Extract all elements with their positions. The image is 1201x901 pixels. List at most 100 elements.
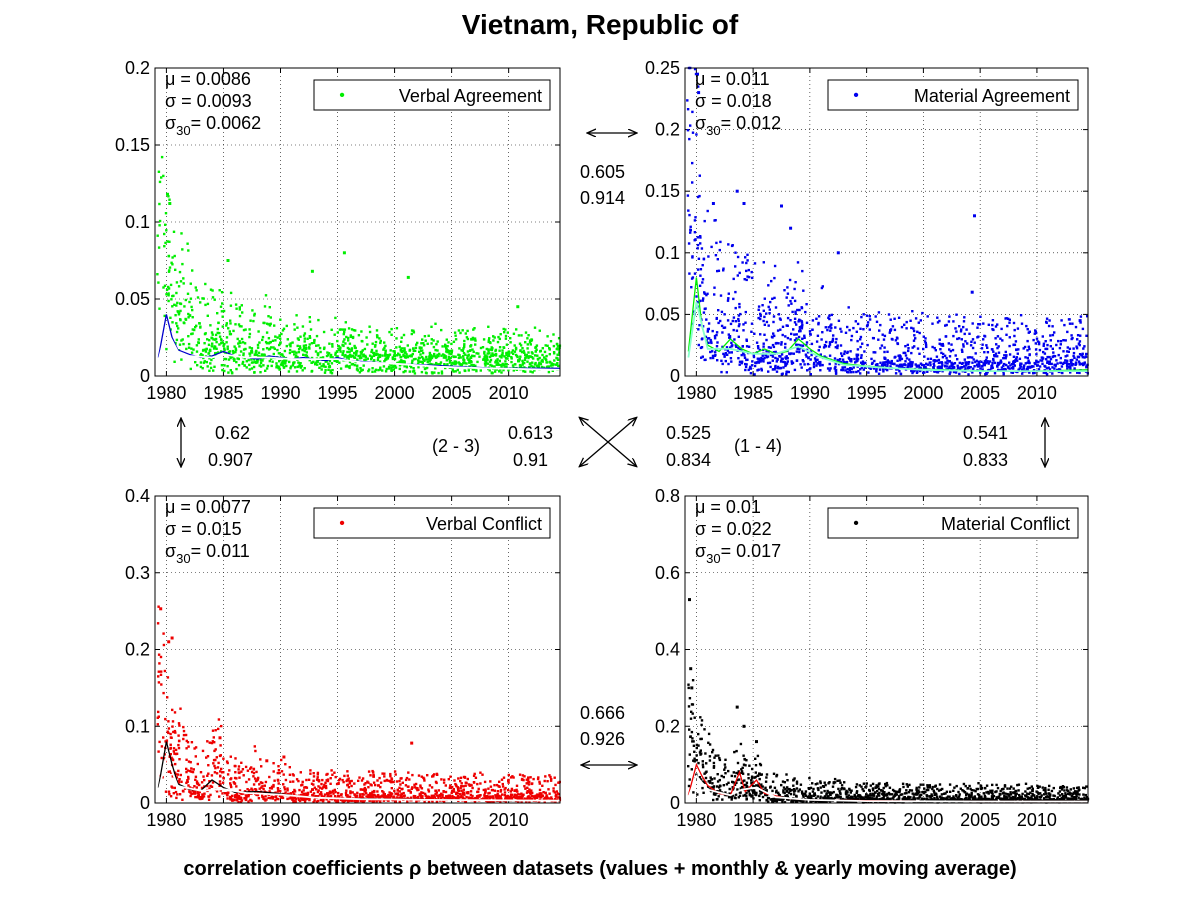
x-tick-label: 1985: [733, 810, 773, 830]
data-point: [816, 362, 819, 365]
data-point: [555, 363, 558, 366]
data-point: [878, 329, 881, 332]
data-point: [466, 350, 470, 353]
data-point: [1034, 362, 1037, 366]
data-point: [746, 253, 749, 256]
data-point: [1034, 330, 1037, 333]
data-point: [283, 788, 287, 791]
data-point: [1032, 338, 1035, 342]
data-point: [431, 797, 434, 800]
legend-box: [313, 507, 551, 539]
data-point: [533, 366, 536, 369]
data-point: [859, 338, 862, 341]
data-point: [360, 369, 363, 372]
data-point: [849, 371, 853, 374]
data-point: [344, 353, 347, 357]
data-point: [962, 325, 965, 329]
data-point: [728, 351, 731, 354]
data-point: [763, 323, 766, 326]
data-point: [226, 761, 229, 765]
data-point: [538, 362, 542, 365]
data-point: [170, 785, 173, 788]
data-point: [495, 797, 498, 800]
data-point: [320, 368, 323, 371]
data-point: [550, 362, 554, 365]
data-point: [159, 655, 163, 659]
data-point: [193, 785, 196, 788]
data-point: [773, 368, 776, 371]
data-point: [774, 306, 778, 309]
data-point: [506, 794, 510, 798]
data-point: [877, 311, 881, 314]
data-point: [488, 352, 491, 355]
data-point: [867, 371, 870, 374]
x-tick-label: 1985: [203, 810, 243, 830]
data-point: [897, 316, 901, 319]
data-point: [373, 345, 377, 348]
data-point: [852, 366, 855, 369]
data-point: [285, 324, 288, 328]
data-point: [192, 348, 195, 351]
data-point: [171, 321, 174, 324]
data-point: [720, 310, 724, 314]
data-point: [852, 370, 855, 374]
data-point: [171, 256, 174, 259]
data-point: [252, 319, 255, 323]
data-point: [437, 795, 440, 798]
data-point: [318, 362, 322, 365]
data-point: [379, 781, 383, 784]
data-point: [384, 370, 388, 373]
data-point: [291, 798, 294, 801]
data-point: [1023, 345, 1027, 349]
data-point: [969, 787, 972, 791]
data-point: [690, 286, 693, 289]
data-point: [750, 270, 753, 274]
data-point: [190, 741, 194, 744]
data-point: [806, 362, 810, 366]
data-point: [520, 797, 523, 800]
data-point: [463, 369, 466, 372]
data-point: [760, 367, 763, 371]
data-point: [232, 359, 236, 362]
data-point: [216, 331, 219, 335]
data-point: [1007, 366, 1010, 370]
data-point: [524, 356, 527, 359]
data-point: [228, 350, 232, 353]
data-point: [771, 368, 775, 371]
legend-box: [313, 79, 551, 111]
data-point: [886, 350, 889, 353]
data-point: [283, 349, 287, 353]
data-point: [310, 361, 313, 364]
data-point: [866, 343, 869, 347]
data-point: [461, 349, 465, 352]
data-point: [343, 355, 346, 358]
data-point: [744, 310, 747, 314]
data-point: [886, 363, 889, 367]
data-point: [921, 363, 924, 366]
data-point: [261, 338, 264, 342]
data-point: [200, 786, 204, 790]
data-point: [390, 369, 393, 372]
stat-sigma30: σ30= 0.012: [695, 113, 781, 138]
data-point: [299, 797, 303, 800]
outlier-point: [406, 275, 410, 279]
data-point: [789, 299, 792, 303]
data-point: [950, 367, 953, 371]
data-point: [223, 364, 226, 367]
data-point: [521, 359, 524, 363]
data-point: [329, 782, 332, 785]
data-point: [929, 361, 932, 364]
data-point: [196, 762, 199, 766]
data-point: [163, 232, 166, 236]
chart-verbal-agreement: 1980 1985 1990 1995 2000 2005 201000.050.10.15…: [115, 58, 562, 403]
data-point: [546, 361, 549, 364]
data-point: [303, 367, 306, 370]
data-point: [731, 319, 734, 323]
data-point: [374, 340, 378, 344]
data-point: [1004, 357, 1007, 360]
data-point: [549, 340, 553, 343]
data-point: [900, 363, 903, 366]
data-point: [441, 793, 444, 796]
data-point: [938, 338, 941, 341]
data-point: [206, 365, 209, 368]
